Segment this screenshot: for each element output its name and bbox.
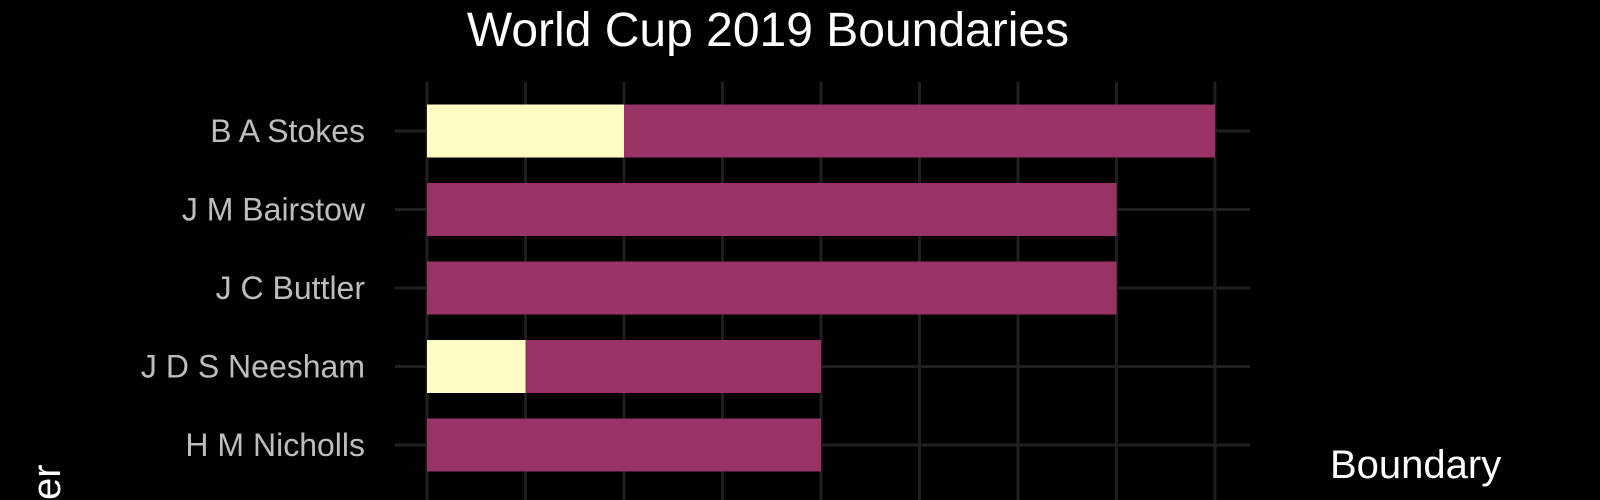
y-tick-labels: B A Stokes J M Bairstow J C Buttler J D S N… bbox=[141, 113, 366, 463]
legend-title: Boundary bbox=[1330, 443, 1501, 487]
y-axis-title: er bbox=[25, 464, 69, 500]
y-tick-label: J D S Neesham bbox=[141, 349, 365, 385]
bar-segment bbox=[624, 104, 1215, 158]
y-tick-label: B A Stokes bbox=[210, 113, 365, 149]
y-tick-label: J M Bairstow bbox=[182, 192, 366, 228]
chart-title: World Cup 2019 Boundaries bbox=[467, 4, 1069, 57]
bar-segment bbox=[427, 340, 526, 393]
bar-segment bbox=[427, 261, 1117, 315]
bar-segment bbox=[427, 418, 821, 472]
y-tick-label: J C Buttler bbox=[216, 270, 366, 306]
bar-segment bbox=[427, 183, 1117, 236]
bar-segment bbox=[427, 104, 624, 158]
bar-segment bbox=[525, 340, 821, 393]
y-tick-label: H M Nicholls bbox=[185, 427, 365, 463]
bars bbox=[427, 104, 1215, 472]
